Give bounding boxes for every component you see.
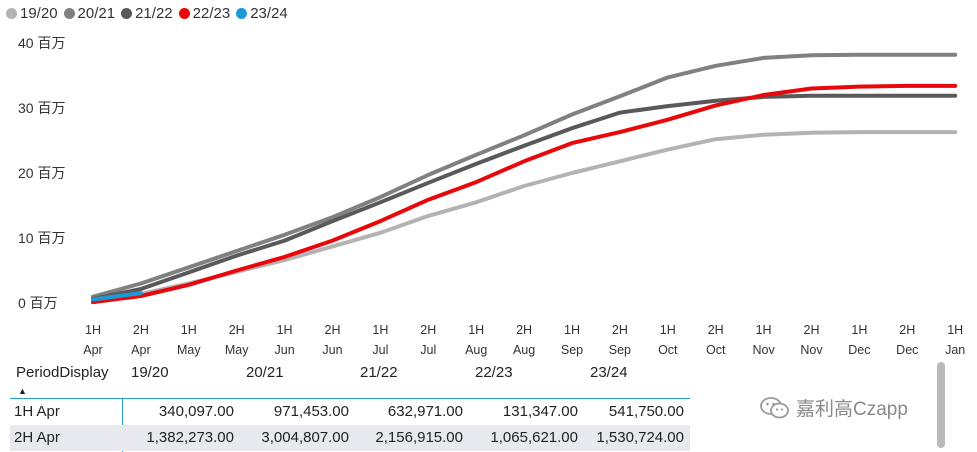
x-tick-label: May <box>225 343 249 357</box>
column-header-21-22[interactable]: 21/22 <box>360 364 398 381</box>
row-label: 2H Apr <box>14 429 60 446</box>
y-tick-label: 40 百万 <box>18 35 65 51</box>
column-header-22-23[interactable]: 22/23 <box>475 364 513 381</box>
y-axis: 0 百万 10 百万 20 百万 30 百万 40 百万 <box>18 35 65 311</box>
watermark: 嘉利高Czapp <box>760 394 908 421</box>
table-row: 2H Apr 1,382,273.00 3,004,807.00 2,156,9… <box>10 425 690 451</box>
x-tick-label: Aug <box>465 343 487 357</box>
table-cell: 1,530,724.00 <box>596 429 684 446</box>
x-axis: 1H Apr 2H Apr 1H May 2H May 1H Jun 2H Jun 1H Jul 2H Jul… <box>83 323 965 357</box>
x-tick-label: Dec <box>896 343 918 357</box>
x-tick-label: 1H <box>277 323 293 337</box>
table-scrollbar[interactable] <box>937 362 945 448</box>
table-cell: 2,156,915.00 <box>375 429 463 446</box>
table-cell: 632,971.00 <box>387 403 463 420</box>
wechat-icon <box>760 396 789 418</box>
legend-item[interactable]: 20/21 <box>63 4 116 22</box>
x-tick-label: 2H <box>325 323 341 337</box>
table-cell: 131,347.00 <box>502 403 578 420</box>
y-tick-label: 20 百万 <box>18 165 65 181</box>
x-tick-label: 1H <box>372 323 388 337</box>
legend-label: 23/24 <box>250 4 288 22</box>
series-lines <box>91 52 958 305</box>
row-label: 1H Apr <box>14 403 60 420</box>
x-tick-label: Jan <box>945 343 965 357</box>
x-tick-label: Jun <box>275 343 295 357</box>
legend-marker <box>121 7 133 19</box>
table-cell: 971,453.00 <box>273 403 349 420</box>
legend-label: 21/22 <box>135 4 173 22</box>
legend-marker <box>6 7 17 19</box>
legend-item[interactable]: 21/22 <box>121 5 173 22</box>
table-cell: 1,065,621.00 <box>490 429 578 446</box>
y-tick-label: 30 百万 <box>18 100 65 116</box>
x-tick-label: 1H <box>468 323 484 337</box>
sort-ascending-icon[interactable]: ▲ <box>18 386 27 396</box>
x-tick-label: 2H <box>516 323 532 337</box>
x-tick-label: 1H <box>947 323 963 337</box>
series-line-22-23[interactable] <box>91 83 958 305</box>
x-tick-label: Jul <box>372 343 388 357</box>
legend: 19/20 20/21 21/22 22/23 23/24 <box>6 2 294 24</box>
x-tick-label: 1H <box>851 323 867 337</box>
series-line-20-21[interactable] <box>91 52 958 299</box>
legend-label: 22/23 <box>192 4 231 22</box>
x-tick-label: Sep <box>561 343 583 357</box>
x-tick-label: 2H <box>804 323 820 337</box>
x-tick-label: 2H <box>420 323 436 337</box>
x-tick-label: Nov <box>752 343 775 357</box>
legend-label: 19/20 <box>20 4 58 22</box>
period-display-header[interactable]: PeriodDisplay <box>16 364 109 381</box>
x-tick-label: 1H <box>564 323 580 337</box>
x-tick-label: 2H <box>899 323 915 337</box>
y-tick-label: 0 百万 <box>18 295 58 311</box>
column-header-19-20[interactable]: 19/20 <box>131 364 169 381</box>
x-tick-label: Nov <box>800 343 823 357</box>
x-tick-label: 2H <box>708 323 724 337</box>
series-line-23-24[interactable] <box>91 291 143 302</box>
table-cell: 1,382,273.00 <box>146 429 234 446</box>
x-tick-label: Sep <box>609 343 631 357</box>
legend-marker <box>63 7 75 19</box>
x-tick-label: Jul <box>420 343 436 357</box>
x-tick-label: Oct <box>706 343 726 357</box>
x-tick-label: 2H <box>612 323 628 337</box>
column-header-20-21[interactable]: 20/21 <box>246 364 284 381</box>
x-tick-label: Dec <box>848 343 870 357</box>
x-tick-label: 2H <box>133 323 149 337</box>
x-tick-label: 1H <box>756 323 772 337</box>
legend-item[interactable]: 22/23 <box>178 4 231 22</box>
legend-marker <box>236 7 248 19</box>
x-tick-label: Apr <box>131 343 150 357</box>
series-line-21-22[interactable] <box>91 93 958 301</box>
x-tick-label: Oct <box>658 343 678 357</box>
watermark-text: 嘉利高Czapp <box>796 399 908 420</box>
x-tick-label: May <box>177 343 201 357</box>
column-header-23-24[interactable]: 23/24 <box>590 364 628 381</box>
x-tick-label: Aug <box>513 343 535 357</box>
data-table: PeriodDisplay ▲ 19/20 20/21 21/22 22/23 … <box>10 362 690 452</box>
table-header: PeriodDisplay ▲ 19/20 20/21 21/22 22/23 … <box>10 362 690 399</box>
y-tick-label: 10 百万 <box>18 230 65 246</box>
legend-marker <box>178 7 190 19</box>
table-row: 1H Apr 340,097.00 971,453.00 632,971.00 … <box>10 399 690 425</box>
legend-label: 20/21 <box>77 4 116 22</box>
x-tick-label: 2H <box>229 323 245 337</box>
x-tick-label: Jun <box>322 343 342 357</box>
legend-item[interactable]: 19/20 <box>6 5 58 22</box>
x-tick-label: 1H <box>85 323 101 337</box>
table-cell: 3,004,807.00 <box>261 429 349 446</box>
line-chart: 0 百万 10 百万 20 百万 30 百万 40 百万 1H Apr 2H Apr 1H May… <box>18 35 965 357</box>
x-tick-label: 1H <box>660 323 676 337</box>
table-cell: 340,097.00 <box>158 403 234 420</box>
table-cell: 541,750.00 <box>608 403 684 420</box>
legend-item[interactable]: 23/24 <box>236 5 288 22</box>
x-tick-label: 1H <box>181 323 197 337</box>
x-tick-label: Apr <box>83 343 102 357</box>
